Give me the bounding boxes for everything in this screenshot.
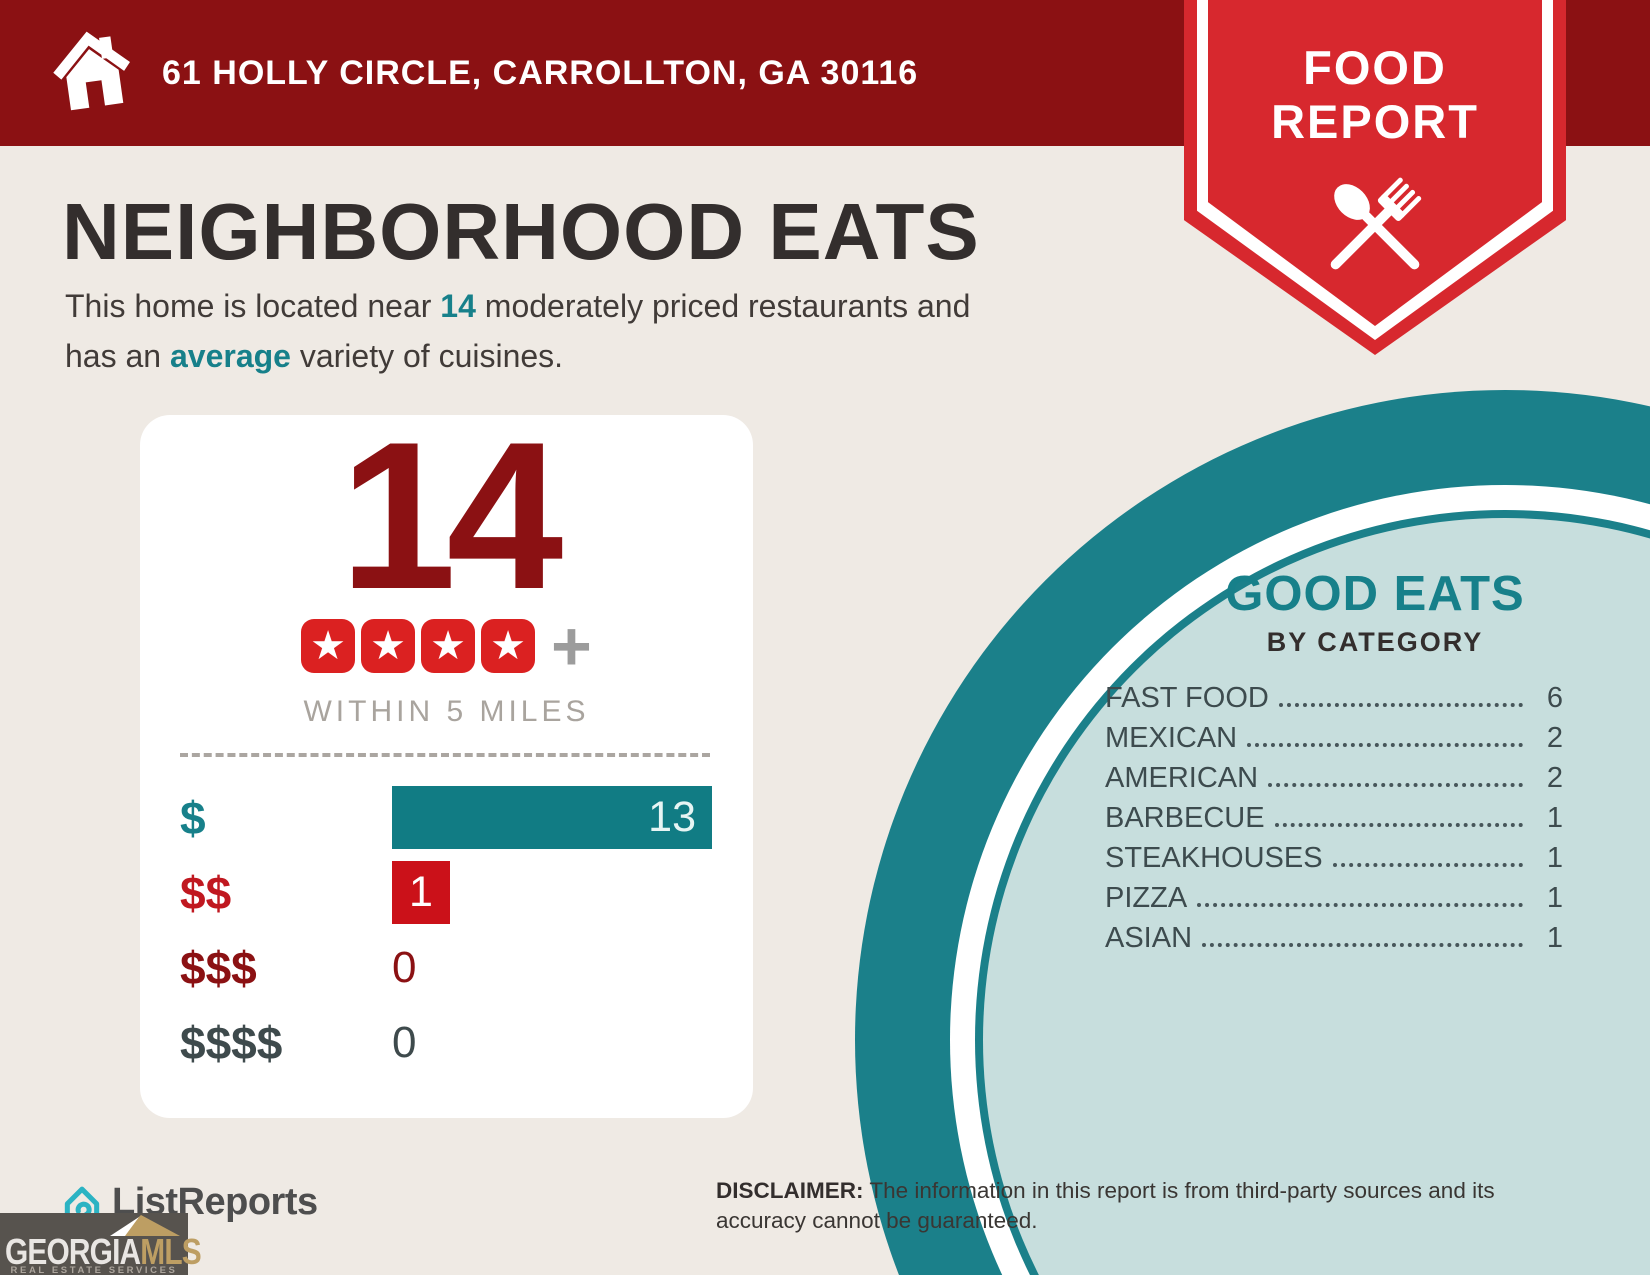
- price-tier-row: $$$$ 0: [140, 1011, 753, 1074]
- category-label: ASIAN: [1105, 922, 1193, 954]
- property-address: 61 HOLLY CIRCLE, CARROLLTON, GA 30116: [162, 53, 919, 92]
- variety-highlight: average: [169, 337, 291, 374]
- home-icon: [53, 31, 130, 111]
- crossed-spoon-fork-icon: [1330, 177, 1422, 270]
- category-label: BARBECUE: [1105, 802, 1265, 834]
- dotted-leader: [1247, 743, 1523, 747]
- price-tier-bar: 1: [392, 861, 450, 924]
- dashed-divider: [180, 753, 710, 757]
- good-eats-subtitle: BY CATEGORY: [1266, 627, 1484, 657]
- category-value: 6: [1546, 682, 1563, 714]
- mls-tagline: REAL ESTATE SERVICES: [10, 1265, 178, 1275]
- page-subtitle: This home is located near 14 moderately …: [65, 282, 1075, 381]
- price-tier-value: 1: [409, 868, 433, 916]
- subtitle-text: moderately priced restaurants and: [475, 288, 971, 324]
- price-tier-row: $13: [140, 786, 753, 849]
- mls-wordmark: GEORGIA MLS: [5, 1231, 202, 1273]
- subtitle-text: has an: [65, 337, 170, 374]
- category-row: STEAKHOUSES 1: [1105, 842, 1563, 882]
- plus-icon: +: [551, 607, 592, 685]
- star-rating: ★ ★ ★ ★ +: [140, 607, 753, 685]
- dotted-leader: [1268, 783, 1523, 787]
- category-value: 1: [1546, 802, 1563, 834]
- subtitle-text: This home is located near: [65, 288, 441, 324]
- star-icon: ★: [361, 619, 416, 673]
- category-label: FAST FOOD: [1105, 682, 1269, 714]
- category-value: 2: [1546, 722, 1563, 754]
- dotted-leader: [1202, 943, 1523, 947]
- star-icon: ★: [481, 619, 536, 673]
- price-tier-label: $: [180, 791, 206, 844]
- category-value: 1: [1546, 922, 1563, 954]
- disclaimer-label: DISCLAIMER:: [716, 1178, 864, 1203]
- restaurant-count: 14: [440, 288, 476, 324]
- category-label: PIZZA: [1105, 882, 1188, 914]
- mls-roof-icon: [110, 1215, 180, 1236]
- price-tier-label: $$: [180, 866, 232, 919]
- restaurant-total: 14: [339, 398, 564, 633]
- price-tier-label: $$$$: [180, 1016, 283, 1069]
- dotted-leader: [1197, 903, 1523, 907]
- dotted-leader: [1278, 703, 1523, 707]
- category-value: 2: [1546, 762, 1563, 794]
- disclaimer: DISCLAIMER: The information in this repo…: [716, 1176, 1556, 1237]
- dotted-leader: [1332, 863, 1523, 867]
- price-tier-value: 0: [392, 942, 417, 992]
- category-value: 1: [1546, 882, 1563, 914]
- food-report-ribbon: FOOD REPORT: [1184, 0, 1566, 355]
- price-tier-row: $$$ 0: [140, 936, 753, 999]
- category-label: AMERICAN: [1105, 762, 1259, 794]
- price-tier-row: $$ 1: [140, 861, 753, 924]
- price-tier-value: 13: [648, 793, 696, 841]
- category-list: FAST FOOD 6 MEXICAN 2 AMERICAN 2 BARBECUE 1 STEA…: [1105, 682, 1563, 962]
- disclaimer-line1: The information in this report is from t…: [863, 1178, 1495, 1203]
- price-tier-bar: 13: [392, 786, 712, 849]
- category-label: MEXICAN: [1105, 722, 1238, 754]
- category-row: MEXICAN 2: [1105, 722, 1563, 762]
- star-icon: ★: [421, 619, 476, 673]
- summary-card: 14 ★ ★ ★ ★ + WITHIN 5 MILES $13 $$ 1 $$$ 0 $$$$ 0: [140, 411, 753, 1118]
- category-row: AMERICAN 2: [1105, 762, 1563, 802]
- ribbon-title-line1: FOOD: [1303, 41, 1447, 94]
- page-title: NEIGHBORHOOD EATS: [62, 187, 980, 276]
- subtitle-text: variety of cuisines.: [290, 337, 564, 374]
- dotted-leader: [1274, 823, 1523, 827]
- georgia-mls-logo: GEORGIA MLS REAL ESTATE SERVICES: [0, 1213, 202, 1275]
- category-row: BARBECUE 1: [1105, 802, 1563, 842]
- category-row: FAST FOOD 6: [1105, 682, 1563, 722]
- price-tier-label: $$$: [180, 941, 257, 994]
- good-eats-heading: GOOD EATS BY CATEGORY: [1140, 566, 1610, 658]
- ribbon-title-line2: REPORT: [1271, 95, 1479, 148]
- disclaimer-line2: accuracy cannot be guaranteed.: [716, 1208, 1038, 1234]
- price-tier-value: 0: [392, 1017, 417, 1067]
- good-eats-title: GOOD EATS: [1225, 567, 1525, 621]
- mls-wordmark-mls: MLS: [140, 1231, 201, 1272]
- category-row: PIZZA 1: [1105, 882, 1563, 922]
- star-icon: ★: [301, 619, 356, 673]
- category-row: ASIAN 1: [1105, 922, 1563, 962]
- radius-label: WITHIN 5 MILES: [303, 695, 590, 728]
- category-value: 1: [1546, 842, 1563, 874]
- category-label: STEAKHOUSES: [1105, 842, 1323, 874]
- mls-wordmark-georgia: GEORGIA: [5, 1231, 141, 1272]
